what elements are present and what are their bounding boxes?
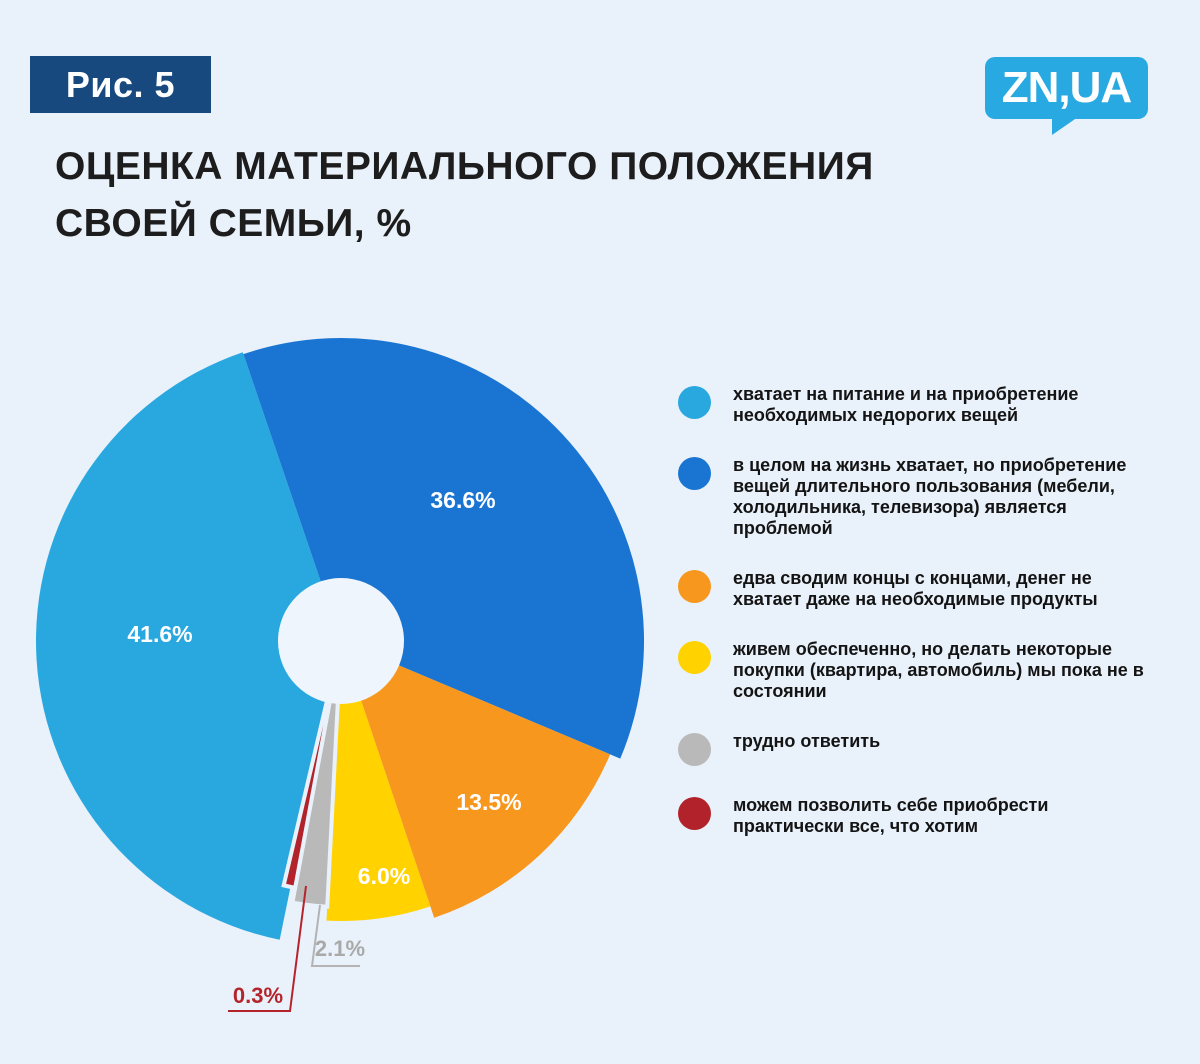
legend-dot-icon xyxy=(678,457,711,490)
page-title-line2: СВОЕЙ СЕМЬИ, % xyxy=(55,202,412,245)
legend-item-3: живем обеспеченно, но делать некоторые п… xyxy=(678,639,1168,702)
slice-value-label-1: 36.6% xyxy=(430,487,495,513)
legend-dot-icon xyxy=(678,570,711,603)
legend-item-label: живем обеспеченно, но делать некоторые п… xyxy=(733,639,1144,701)
legend-dot-icon xyxy=(678,386,711,419)
pie-slice-1 xyxy=(243,338,645,759)
legend-item-0: хватает на питание и на приобретение нео… xyxy=(678,384,1168,426)
pie-slice-5 xyxy=(281,640,343,891)
legend-item-label: едва сводим концы с концами, денег не хв… xyxy=(733,568,1098,609)
pie-slice-0 xyxy=(35,352,341,940)
legend-item-4: трудно ответить xyxy=(678,731,1168,766)
callout-leader-line-1 xyxy=(228,885,307,1012)
legend-item-label: в целом на жизнь хватает, но приобретени… xyxy=(733,455,1127,538)
legend-item-label: хватает на питание и на приобретение нео… xyxy=(733,384,1079,425)
legend-item-label: трудно ответить xyxy=(733,731,881,751)
zn-ua-logo-tail xyxy=(1052,117,1078,135)
zn-ua-logo-text: ZN,UA xyxy=(1001,63,1132,112)
page-title-line1: ОЦЕНКА МАТЕРИАЛЬНОГО ПОЛОЖЕНИЯ xyxy=(55,145,874,188)
legend-dot-icon xyxy=(678,641,711,674)
zn-ua-logo: ZN,UA xyxy=(985,57,1148,119)
slice-value-label-4: 2.1% xyxy=(315,936,365,961)
legend-item-1: в целом на жизнь хватает, но приобретени… xyxy=(678,455,1168,539)
legend-dot-icon xyxy=(678,733,711,766)
slice-value-label-2: 13.5% xyxy=(456,789,521,815)
legend-item-2: едва сводим концы с концами, денег не хв… xyxy=(678,568,1168,610)
legend-dot-icon xyxy=(678,797,711,830)
chart-legend: хватает на питание и на приобретение нео… xyxy=(678,384,1168,837)
slice-value-label-3: 6.0% xyxy=(358,863,410,889)
donut-hole xyxy=(278,578,404,704)
callout-leader-line-0 xyxy=(310,904,360,967)
page-title: ОЦЕНКА МАТЕРИАЛЬНОГО ПОЛОЖЕНИЯ СВОЕЙ СЕМ… xyxy=(55,138,874,252)
figure-number-badge: Рис. 5 xyxy=(30,56,211,113)
legend-item-label: можем позволить себе приобрести практиче… xyxy=(733,795,1049,836)
figure-number-label: Рис. 5 xyxy=(65,63,176,105)
pie-slice-2 xyxy=(341,641,611,918)
slice-value-label-0: 41.6% xyxy=(127,621,192,647)
slice-value-label-5: 0.3% xyxy=(233,983,283,1008)
legend-item-5: можем позволить себе приобрести практиче… xyxy=(678,795,1168,837)
pie-slice-3 xyxy=(326,641,431,921)
